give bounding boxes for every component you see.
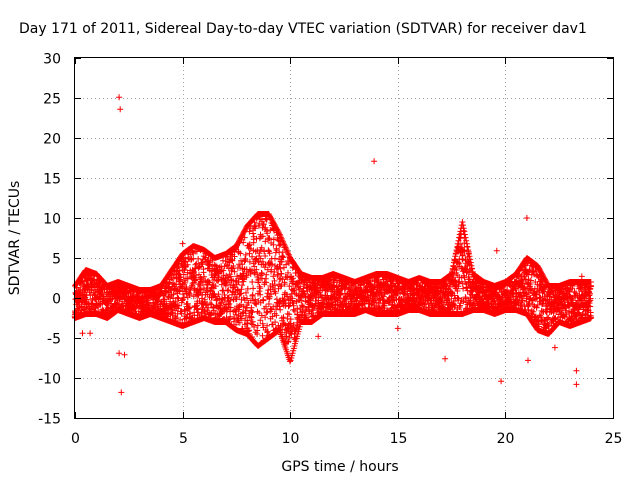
data-point <box>187 310 194 317</box>
data-point <box>161 296 168 303</box>
data-point <box>182 279 189 286</box>
data-point <box>193 260 200 267</box>
data-point <box>173 267 180 274</box>
data-point <box>177 274 184 281</box>
data-point <box>184 261 191 268</box>
data-point <box>197 274 204 281</box>
data-point <box>182 315 189 322</box>
data-point <box>221 291 228 298</box>
data-point <box>205 304 212 311</box>
data-point <box>184 300 191 307</box>
data-point <box>191 268 197 275</box>
data-point <box>218 299 225 306</box>
data-point <box>172 298 179 305</box>
data-point <box>212 283 219 290</box>
data-point <box>175 295 182 302</box>
data-point <box>199 259 205 266</box>
data-point <box>221 297 228 304</box>
data-points <box>71 94 595 396</box>
data-point <box>181 294 188 301</box>
data-point <box>175 302 182 309</box>
data-point <box>170 291 177 298</box>
data-point <box>198 295 205 302</box>
data-point <box>181 266 188 273</box>
data-point <box>173 315 180 321</box>
data-point <box>215 291 222 298</box>
data-point <box>201 273 208 280</box>
data-point <box>174 294 181 301</box>
data-point <box>182 254 189 261</box>
data-point <box>218 281 225 288</box>
data-point <box>199 261 206 268</box>
data-point <box>191 277 198 284</box>
data-point <box>224 287 231 294</box>
data-point <box>167 298 174 305</box>
data-point <box>181 259 188 266</box>
chart-title: Day 171 of 2011, Sidereal Day-to-day VTE… <box>19 21 587 37</box>
data-point <box>163 290 169 296</box>
data-point <box>184 275 191 282</box>
data-point <box>214 278 221 284</box>
data-point <box>186 292 193 299</box>
data-point <box>170 280 176 287</box>
data-point <box>220 287 227 294</box>
data-point <box>175 305 182 312</box>
data-point <box>200 269 207 276</box>
data-point <box>222 282 229 289</box>
data-point <box>214 296 221 303</box>
data-point <box>178 310 185 317</box>
data-point <box>207 300 214 307</box>
data-point <box>91 291 98 298</box>
data-point <box>196 271 202 278</box>
data-point <box>210 307 217 314</box>
